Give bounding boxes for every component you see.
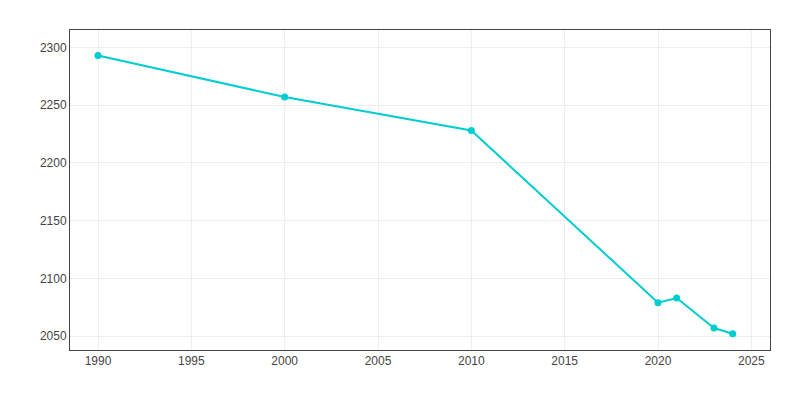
svg-text:1995: 1995	[178, 354, 205, 368]
svg-text:2050: 2050	[40, 329, 67, 343]
svg-text:2015: 2015	[551, 354, 578, 368]
svg-text:2200: 2200	[40, 156, 67, 170]
svg-text:2010: 2010	[458, 354, 485, 368]
svg-text:2150: 2150	[40, 214, 67, 228]
svg-text:2025: 2025	[738, 354, 765, 368]
svg-text:1990: 1990	[85, 354, 112, 368]
svg-text:2300: 2300	[40, 41, 67, 55]
svg-text:2020: 2020	[645, 354, 672, 368]
svg-text:2000: 2000	[271, 354, 298, 368]
svg-text:2100: 2100	[40, 272, 67, 286]
svg-text:2250: 2250	[40, 98, 67, 112]
svg-text:2005: 2005	[365, 354, 392, 368]
